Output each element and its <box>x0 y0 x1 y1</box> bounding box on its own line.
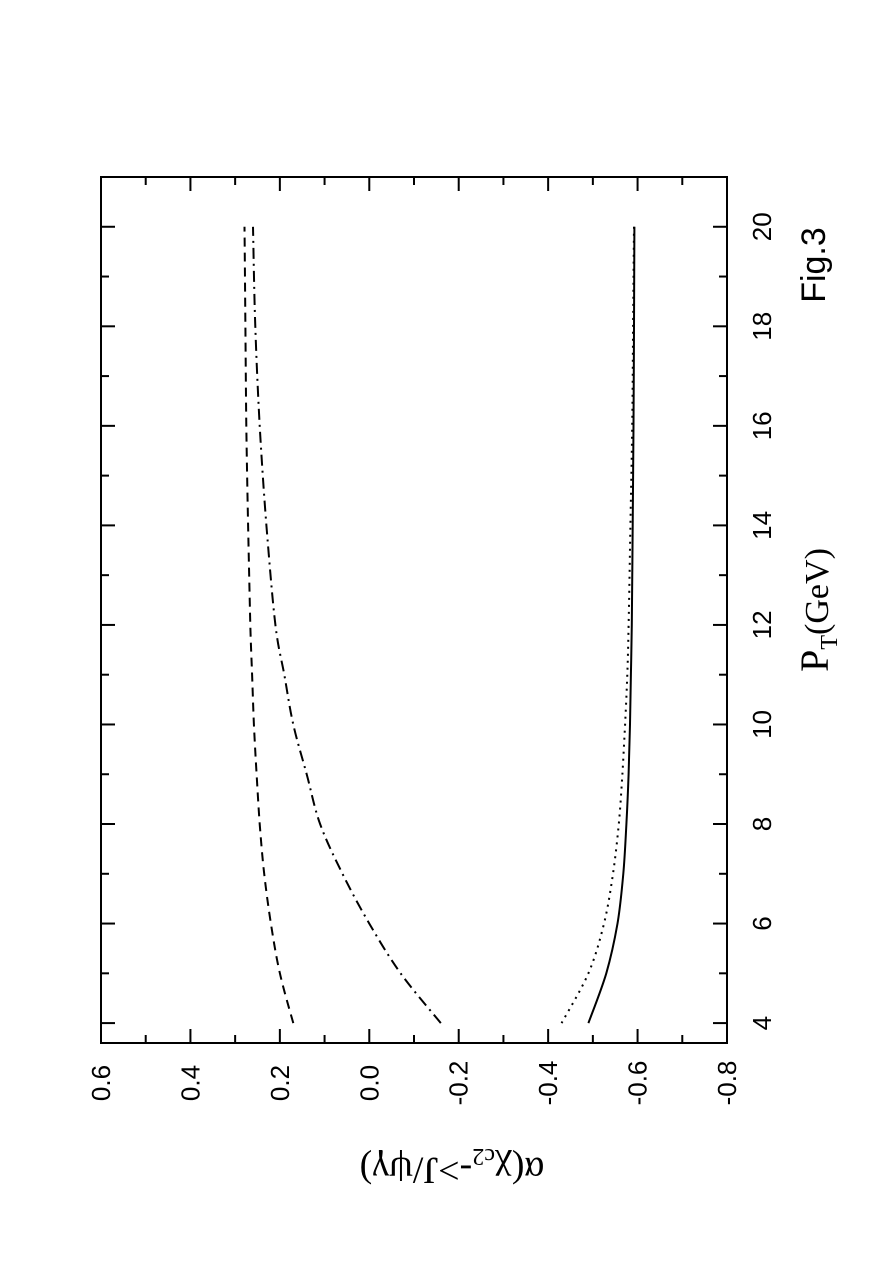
y-tick-label: 0.4 <box>175 1065 205 1101</box>
figure-label: Fig.3 <box>795 227 833 303</box>
x-tick-label: 6 <box>747 916 777 930</box>
x-tick-label: 12 <box>747 610 777 639</box>
x-axis-title-main: P <box>792 650 837 672</box>
x-tick-label: 8 <box>747 817 777 831</box>
y-axis-title-pre: α(χ <box>495 1149 545 1191</box>
y-tick-label: -0.6 <box>623 1061 653 1106</box>
y-tick-label: 0.2 <box>265 1065 295 1101</box>
x-axis-title-unit: (GeV) <box>799 548 836 635</box>
x-axis-ticks <box>101 225 727 1025</box>
x-tick-label: 20 <box>747 212 777 241</box>
y-axis-ticks <box>100 177 728 1043</box>
series-line-dashed <box>243 226 295 1024</box>
x-axis-tick-labels: 4 6 8 10 12 14 16 18 20 <box>747 212 777 1030</box>
x-tick-label: 4 <box>747 1016 777 1030</box>
series-line-dotted <box>560 226 635 1024</box>
y-tick-label: 0.0 <box>354 1065 384 1101</box>
y-axis-title-post: ->J/ψγ) <box>360 1149 473 1191</box>
y-tick-label: -0.2 <box>444 1061 474 1106</box>
x-axis-title-sub: T <box>817 635 843 650</box>
y-axis-title: α(χc2->J/ψγ) <box>360 1143 545 1191</box>
x-tick-label: 16 <box>747 411 777 440</box>
series-layer <box>243 226 636 1024</box>
y-axis-tick-labels: 0.6 0.4 0.2 0.0 -0.2 -0.4 -0.6 -0.8 <box>86 1061 742 1106</box>
x-tick-label: 18 <box>747 312 777 341</box>
x-axis-title: PT(GeV) <box>792 548 843 672</box>
y-tick-label: -0.8 <box>712 1061 742 1106</box>
x-tick-label: 14 <box>747 511 777 540</box>
y-tick-label: -0.4 <box>533 1061 563 1106</box>
series-line-dash-dot <box>252 226 442 1024</box>
y-axis-title-sub: c2 <box>472 1143 495 1169</box>
x-tick-label: 10 <box>747 710 777 739</box>
y-tick-label: 0.6 <box>86 1065 116 1101</box>
series-line-solid <box>587 226 636 1024</box>
